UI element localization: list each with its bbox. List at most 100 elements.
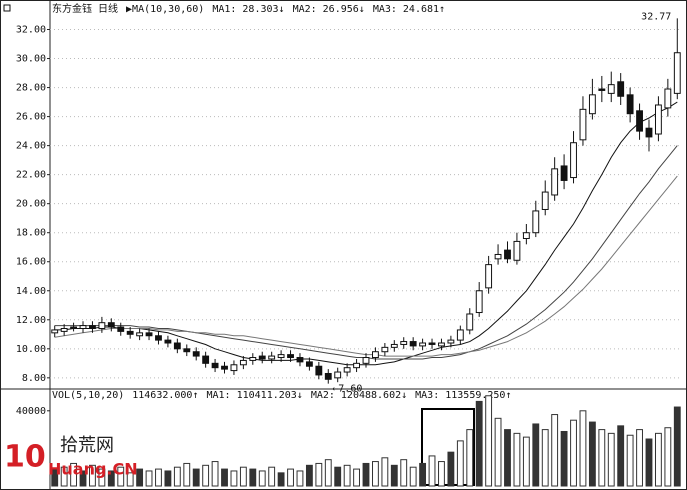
candle-body <box>324 372 332 380</box>
y-tick-label: 30.00 <box>16 54 46 65</box>
volume-bar <box>522 436 530 487</box>
candle-body <box>400 341 408 345</box>
candle-body <box>664 88 672 109</box>
volume-bar <box>173 466 181 487</box>
y-tick-label: 12.00 <box>16 315 46 326</box>
y-tick-label: 32.00 <box>16 25 46 36</box>
candle-body <box>70 326 78 329</box>
volume-bar <box>617 425 625 487</box>
candle-body <box>221 365 228 370</box>
volume-bar <box>51 468 59 487</box>
volume-bar <box>60 466 68 487</box>
candle-body <box>636 110 643 132</box>
candle-body <box>287 354 294 359</box>
y-tick-label: 10.00 <box>16 344 46 355</box>
volume-bar <box>409 466 417 487</box>
candle-body <box>588 94 596 115</box>
volume-bar <box>390 464 398 487</box>
header-item: ▶MA(10,30,60) <box>126 4 204 15</box>
volume-bar <box>551 414 559 487</box>
volume-bar <box>372 461 379 487</box>
volume-bar <box>258 470 266 487</box>
volume-bar <box>466 429 474 487</box>
candle-body <box>258 355 266 360</box>
y-tick-label: 22.00 <box>16 170 46 181</box>
candle-body <box>617 81 625 97</box>
volume-bar <box>296 470 304 487</box>
candle-body <box>598 88 606 91</box>
volume-bar <box>645 438 653 487</box>
volume-bar <box>145 470 153 487</box>
volume-bar <box>89 464 96 487</box>
candle-body <box>456 329 464 341</box>
volume-bar <box>183 462 191 487</box>
corner-icon <box>3 4 11 12</box>
candle-body <box>570 142 577 179</box>
legend-entry: MA1: 28.303↓ <box>212 4 284 15</box>
candle-body <box>315 365 323 376</box>
candle-body <box>390 343 398 348</box>
volume-bar <box>98 468 106 487</box>
volume-bar <box>343 464 351 487</box>
candle-body <box>485 264 493 289</box>
header-item: MA1: 110411.203↓ <box>206 390 302 401</box>
volume-bar <box>400 459 408 487</box>
header-item: 114632.000↑ <box>132 390 198 401</box>
annotation: ←7.60 <box>332 384 362 395</box>
candle-body <box>249 357 257 361</box>
candle-body <box>164 339 172 344</box>
candle-body <box>362 357 370 364</box>
candle-body <box>51 329 59 334</box>
volume-bar <box>315 462 323 487</box>
candle-body <box>98 322 106 329</box>
candle-body <box>494 253 502 260</box>
volume-bar <box>532 423 540 487</box>
candle-body <box>419 342 427 347</box>
candle-body <box>541 191 549 210</box>
candle-body <box>428 342 436 345</box>
volume-bar <box>673 406 681 487</box>
candle-body <box>145 332 153 337</box>
y-tick-label: 28.00 <box>16 83 46 94</box>
candle-body <box>136 332 144 337</box>
header-item: MA2: 120488.602↓ <box>311 390 407 401</box>
volume-bar <box>560 430 568 487</box>
volume-bar <box>155 468 162 487</box>
candle-body <box>183 348 191 353</box>
candle-body <box>447 339 455 344</box>
y-tick-label: 16.00 <box>16 257 46 268</box>
volume-bar <box>334 466 342 487</box>
volume-bar <box>579 410 587 487</box>
volume-bar <box>230 470 238 487</box>
candle-body <box>372 351 379 359</box>
candle-body <box>202 355 210 364</box>
volume-bar <box>136 468 144 487</box>
candle-body <box>230 364 238 372</box>
candle-body <box>277 354 285 359</box>
volume-bar <box>626 434 634 487</box>
volume-bar <box>588 421 596 487</box>
volume-bar <box>305 464 313 487</box>
y-tick-label: 18.00 <box>16 228 46 239</box>
candle-body <box>353 362 360 369</box>
watermark-name: 拾荒网 <box>60 435 114 456</box>
candle-body <box>89 325 96 329</box>
candle-body <box>532 210 540 234</box>
volume-bar <box>513 432 521 487</box>
volume-bar <box>598 429 606 487</box>
header-item: 东方金钰 日线 <box>52 2 118 15</box>
candle-body <box>438 342 445 347</box>
volume-bar <box>541 429 549 487</box>
candle-body <box>560 165 568 181</box>
y-tick-label: 40000 <box>16 406 46 417</box>
legend-entry: MA2: 26.956↓ <box>293 4 365 15</box>
candle-body <box>239 359 247 366</box>
candle-body <box>626 94 634 115</box>
volume-bar <box>570 419 577 487</box>
candle-body <box>107 322 115 328</box>
volume-bar <box>438 461 445 487</box>
volume-bar <box>239 466 247 487</box>
volume-bar <box>126 472 134 487</box>
